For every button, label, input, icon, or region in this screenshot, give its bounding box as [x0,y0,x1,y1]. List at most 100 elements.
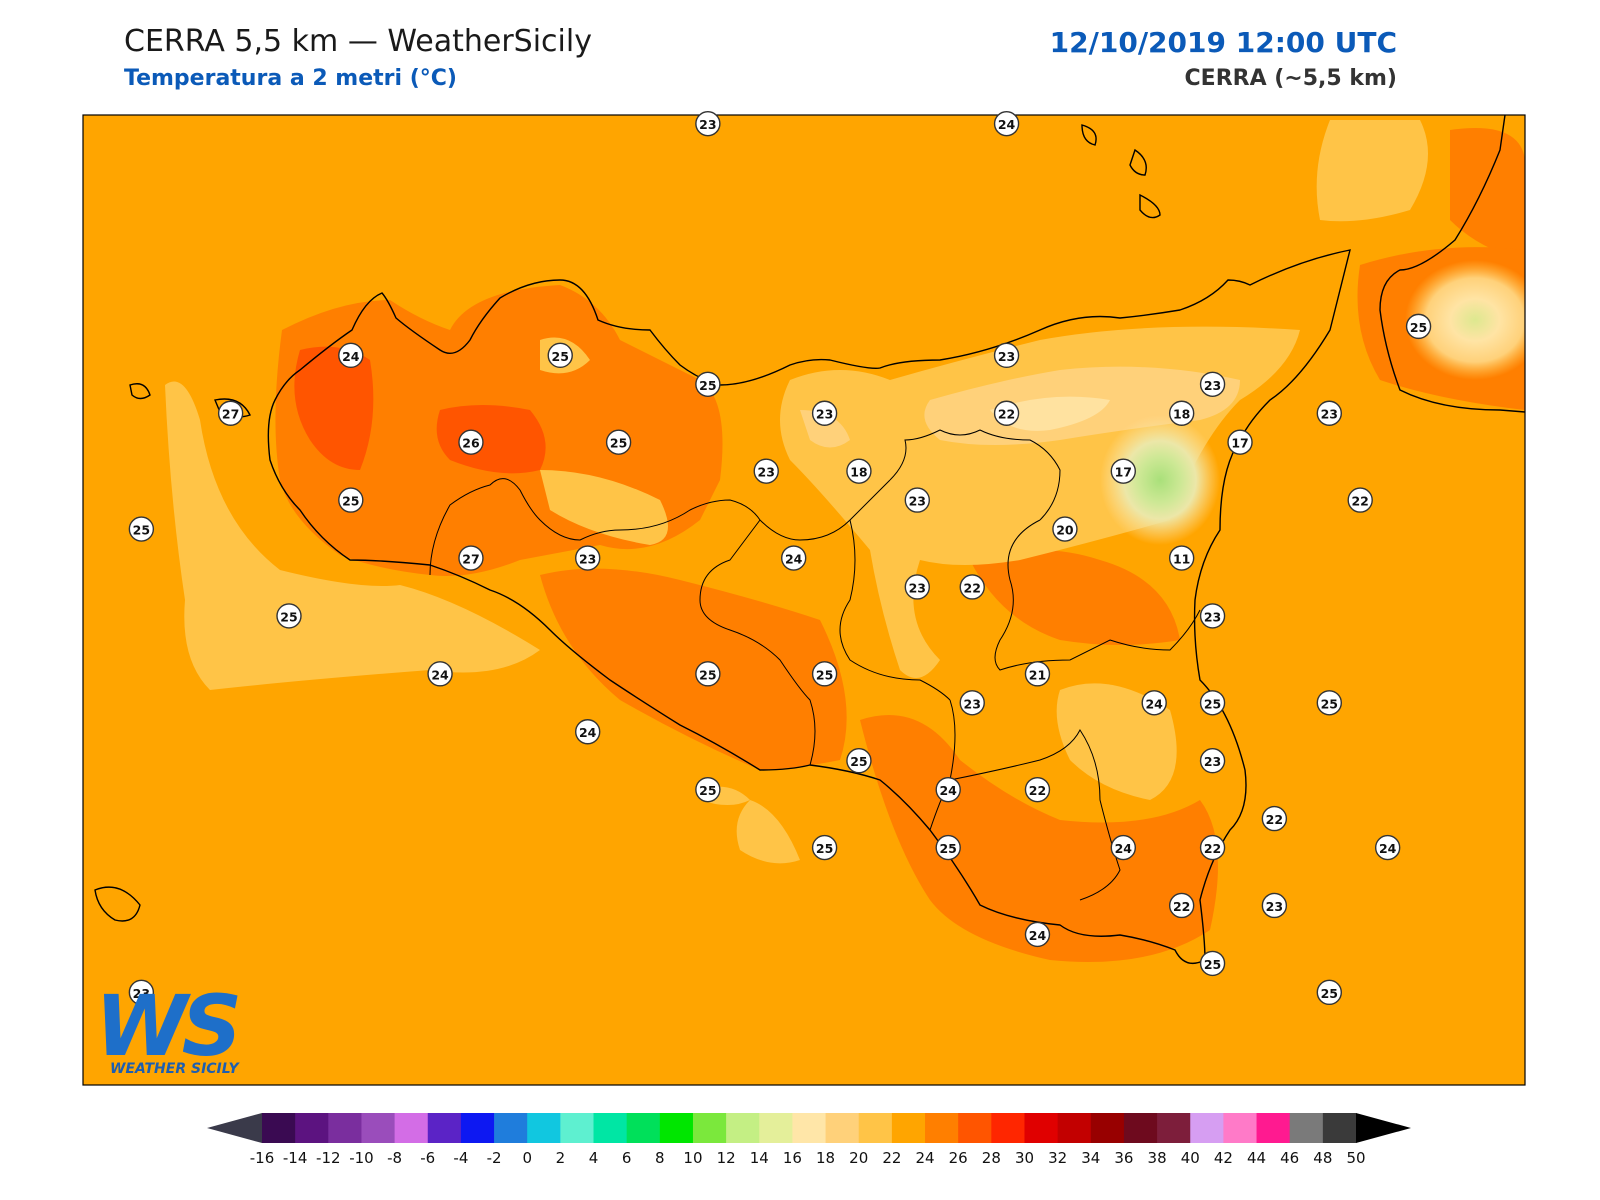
colorbar-swatch [1157,1113,1191,1143]
svg-text:WS: WS [95,977,238,1075]
station-value: 23 [964,696,981,711]
weathersicily-logo: WS WEATHER SICILY [95,977,244,1077]
station-value: 24 [342,349,360,364]
station-value: 23 [699,117,716,132]
station-marker: 23 [904,574,930,600]
colorbar-swatch [527,1113,561,1143]
station-value: 22 [1266,812,1283,827]
station-value: 23 [909,494,926,509]
station-marker: 23 [1199,748,1226,774]
colorbar-swatch [726,1113,760,1143]
station-marker: 25 [811,661,838,687]
station-value: 23 [1204,378,1221,393]
station-marker: 23 [811,400,838,426]
station-value: 25 [816,667,833,682]
colorbar-tick-label: 46 [1280,1149,1299,1167]
station-value: 22 [1204,841,1221,856]
station-marker: 24 [427,661,453,687]
colorbar-swatch [925,1113,959,1143]
colorbar-tick-label: -16 [250,1149,275,1167]
station-marker: 25 [935,834,961,861]
colorbar-swatch [1123,1113,1158,1143]
station-value: 25 [816,841,833,856]
station-marker: 18 [1168,400,1195,426]
station-marker: 23 [993,342,1020,369]
station-value: 25 [699,783,716,798]
station-value: 22 [1351,494,1368,509]
chart-title: CERRA 5,5 km — WeatherSicily [124,24,592,59]
station-value: 18 [1173,407,1190,422]
colorbar-swatch [1322,1113,1357,1143]
colorbar-swatch [295,1113,329,1143]
station-marker: 25 [695,371,721,397]
station-marker: 25 [695,776,721,803]
colorbar-tick-label: 14 [750,1149,769,1167]
colorbar-swatch [460,1113,495,1143]
station-value: 20 [1056,523,1074,538]
station-marker: 22 [1168,892,1195,919]
colorbar-underflow-arrow [207,1113,262,1143]
province-borders [429,429,1201,901]
station-marker: 25 [695,661,721,687]
colorbar-swatch [1256,1113,1291,1143]
station-marker: 25 [338,487,364,513]
colorbar-swatch [991,1113,1025,1143]
colorbar-tick-label: 50 [1346,1149,1365,1167]
colorbar-swatch [891,1113,926,1143]
station-value: 23 [1321,407,1338,422]
station-marker: 22 [993,400,1020,426]
colorbar-tick-label: 10 [683,1149,702,1167]
colorbar-swatch [394,1113,429,1143]
station-marker: 21 [1024,661,1051,687]
colorbar-swatch [792,1113,827,1143]
colorbar-tick-label: 22 [882,1149,901,1167]
station-markers: 23 24 24 25 25 25 23 23 27 26 25 23 23 22 18 23 18 17 17 25… [128,110,1432,1006]
station-value: 25 [1410,320,1427,335]
colorbar: -16 -14 -12 -10 -8 -6 -4 -2 0 2 4 6 8 10 12 14 16 18 20 22 2… [207,1113,1411,1167]
colorbar-tick-label: 24 [915,1149,934,1167]
colorbar-swatch [494,1113,528,1143]
station-value: 25 [850,754,867,769]
station-marker: 26 [458,429,484,455]
colorbar-swatch [692,1113,727,1143]
station-value: 18 [850,465,867,480]
station-marker: 22 [1024,776,1051,803]
station-value: 17 [1115,465,1132,480]
station-value: 27 [462,552,479,567]
station-marker: 11 [1168,545,1195,571]
colorbar-tick-label: -4 [453,1149,468,1167]
colorbar-tick-label: 42 [1214,1149,1233,1167]
colorbar-swatch [958,1113,992,1143]
station-value: 24 [785,552,803,567]
colorbar-swatch [659,1113,694,1143]
station-value: 21 [1029,667,1046,682]
station-value: 25 [133,523,150,538]
colorbar-swatch [262,1113,296,1143]
colorbar-tick-label: 38 [1148,1149,1167,1167]
station-value: 22 [998,407,1015,422]
station-value: 27 [222,407,239,422]
station-marker: 24 [781,545,807,571]
colorbar-swatch [858,1113,893,1143]
station-value: 24 [579,725,597,740]
station-value: 22 [964,580,981,595]
colorbar-tick-label: 20 [849,1149,868,1167]
station-marker: 25 [1316,690,1343,716]
svg-text:WEATHER SICILY: WEATHER SICILY [110,1061,241,1077]
colorbar-swatch [1223,1113,1258,1143]
station-value: 26 [462,436,480,451]
station-marker: 25 [605,429,632,455]
station-marker: 25 [811,834,838,861]
colorbar-tick-label: 8 [655,1149,665,1167]
colorbar-tick-label: 6 [622,1149,632,1167]
colorbar-swatch [1289,1113,1324,1143]
station-value: 23 [1204,609,1221,624]
colorbar-swatch [1190,1113,1224,1143]
station-value: 25 [280,609,297,624]
colorbar-tick-label: 4 [589,1149,599,1167]
station-marker: 23 [753,458,779,484]
station-marker: 24 [1141,690,1167,716]
colorbar-tick-label: 30 [1015,1149,1034,1167]
map-frame [82,114,1526,1086]
